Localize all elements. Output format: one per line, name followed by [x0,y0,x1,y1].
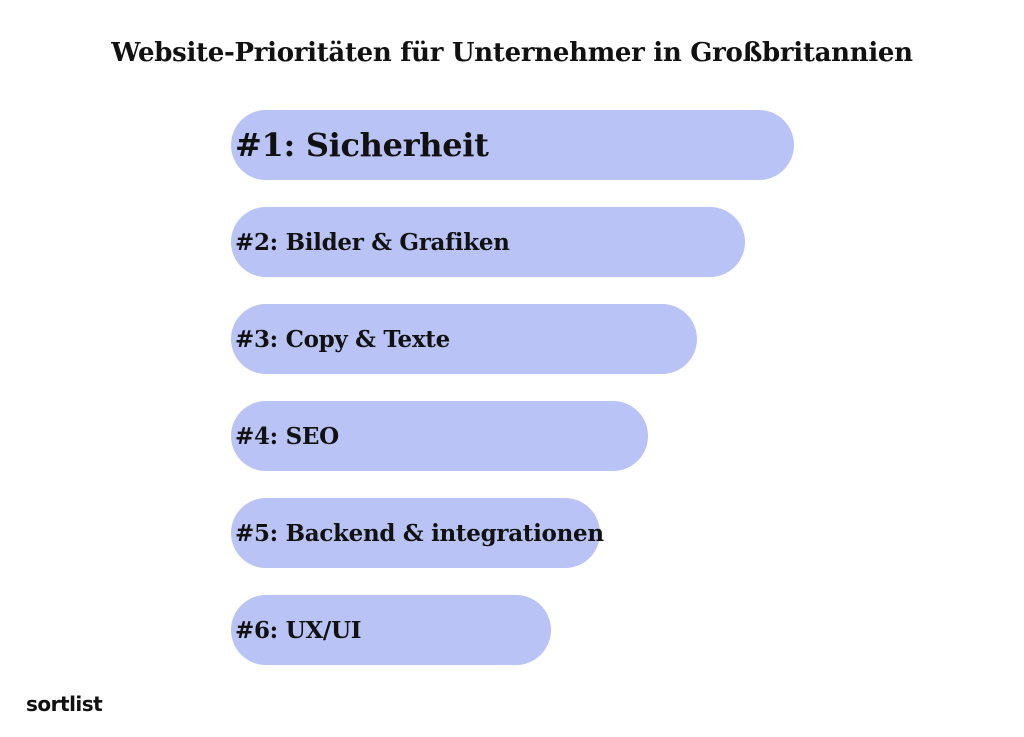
bar-label: #3: Copy & Texte [235,325,450,353]
bar-rank-1: #1: Sicherheit [231,110,794,180]
bar-rank-4: #4: SEO [231,401,648,471]
bar-label: #2: Bilder & Grafiken [235,228,510,256]
bar-label: #4: SEO [235,422,339,450]
chart-title: Website-Prioritäten für Unternehmer in G… [111,38,913,68]
bar-label: #6: UX/UI [235,616,362,644]
bar-rank-5: #5: Backend & integrationen [231,498,604,568]
bar-label: #5: Backend & integrationen [235,519,604,547]
sortlist-logo: sortlist [26,692,103,716]
bar-rank-2: #2: Bilder & Grafiken [231,207,745,277]
bar-rank-3: #3: Copy & Texte [231,304,697,374]
bar-label: #1: Sicherheit [235,126,489,164]
bar-rank-6: #6: UX/UI [231,595,551,665]
